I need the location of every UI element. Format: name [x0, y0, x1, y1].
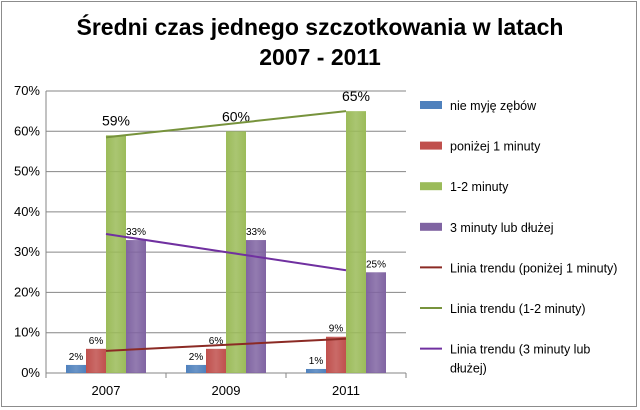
y-tick-label: 0%: [21, 365, 40, 380]
bar-2-2009: [226, 131, 246, 373]
legend-swatch: [420, 101, 442, 109]
y-tick-label: 60%: [14, 123, 40, 138]
bar-0-2011: [306, 368, 326, 373]
bar-3-2009: [246, 240, 266, 373]
trendline-0: [105, 337, 347, 352]
data-label: 2%: [189, 352, 204, 363]
data-label: 65%: [342, 88, 370, 104]
data-label: 6%: [209, 336, 224, 347]
bar-1-2009: [206, 348, 226, 373]
bar-3-2007: [126, 240, 146, 373]
x-tick-label: 2009: [212, 383, 241, 398]
legend-label: Linia trendu (poniżej 1 minuty): [450, 261, 617, 275]
bar-1-2011: [326, 336, 346, 373]
legend-label: dłużej): [450, 362, 487, 376]
legend-swatch: [420, 222, 442, 231]
y-tick-label: 70%: [14, 83, 40, 98]
legend-label: 3 minuty lub dłużej: [450, 221, 554, 235]
data-label: 9%: [329, 324, 344, 335]
legend-label: 1-2 minuty: [450, 180, 509, 194]
bar-3-2011: [366, 272, 386, 373]
y-tick-label: 40%: [14, 204, 40, 219]
y-tick-label: 10%: [14, 325, 40, 340]
bar-0-2009: [186, 364, 206, 373]
chart-title-line1: Średni czas jednego szczotkowania w lata…: [76, 14, 564, 40]
bar-2-2007: [106, 135, 126, 373]
data-label: 60%: [222, 108, 250, 124]
y-tick-label: 50%: [14, 164, 40, 179]
bar-0-2007: [66, 364, 86, 373]
data-label: 6%: [89, 336, 104, 347]
data-label: 33%: [126, 227, 146, 238]
y-tick-label: 30%: [14, 244, 40, 259]
chart-title: Średni czas jednego szczotkowania w lata…: [0, 12, 640, 72]
legend-swatch: [420, 182, 442, 191]
data-label: 2%: [69, 352, 84, 363]
y-tick-label: 20%: [14, 284, 40, 299]
legend-label: nie myję zębów: [450, 99, 537, 113]
x-tick-label: 2011: [332, 383, 360, 398]
legend-label: poniżej 1 minuty: [450, 140, 541, 154]
data-label: 1%: [309, 356, 324, 367]
legend-label: Linia trendu (3 minuty lub: [450, 343, 590, 357]
chart-title-line2: 2007 - 2011: [259, 44, 381, 70]
legend-swatch: [420, 141, 442, 150]
data-label: 33%: [246, 227, 266, 238]
trendline-1: [105, 110, 347, 139]
bar-1-2007: [86, 348, 106, 373]
bar-2-2011: [346, 111, 366, 374]
data-label: 25%: [366, 259, 386, 270]
data-label: 59%: [102, 112, 130, 128]
x-tick-label: 2007: [92, 383, 121, 398]
legend-label: Linia trendu (1-2 minuty): [450, 302, 585, 316]
trendline-2: [105, 233, 347, 272]
